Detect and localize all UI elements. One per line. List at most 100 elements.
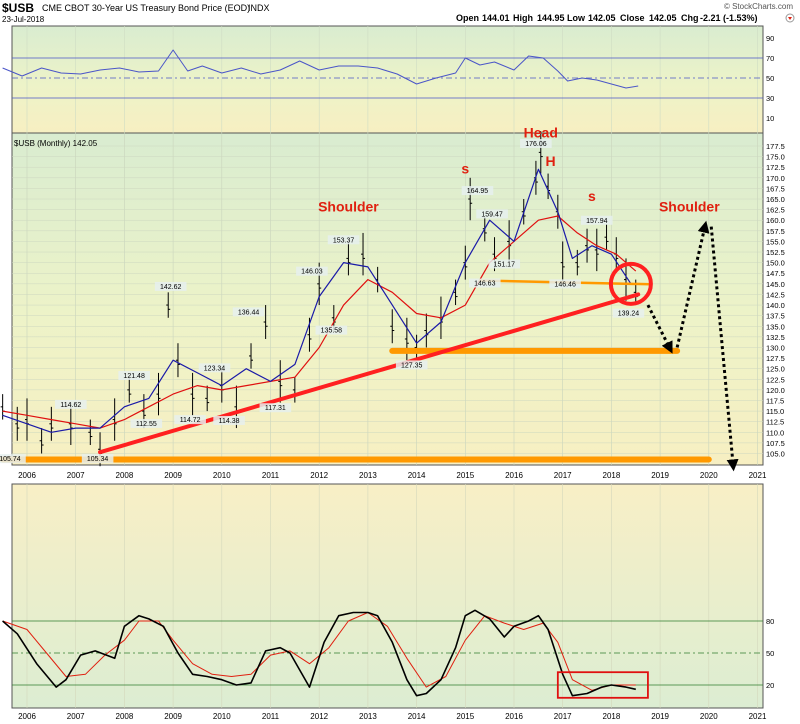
- data-label: 146.46: [554, 281, 576, 288]
- price-y-tick: 142.5: [766, 290, 785, 299]
- x-tick-label: 2021: [749, 471, 767, 480]
- price-y-tick: 172.5: [766, 163, 785, 172]
- data-label: 142.62: [160, 284, 182, 291]
- price-y-tick: 140.0: [766, 301, 785, 310]
- chart-header: $USB CME CBOT 30-Year US Treasury Bond P…: [2, 1, 795, 24]
- data-label: 114.38: [219, 418, 240, 425]
- data-label: 123.34: [204, 365, 226, 372]
- x-tick-label-bottom: 2012: [310, 712, 328, 721]
- data-label-bg: [327, 235, 360, 245]
- x-tick-label-bottom: 2020: [700, 712, 718, 721]
- price-y-tick: 110.0: [766, 428, 784, 437]
- price-y-tick: 125.0: [766, 365, 785, 374]
- price-panel-title: $USB (Monthly) 142.05: [14, 139, 98, 148]
- data-label: 112.55: [136, 421, 157, 428]
- data-label: 139.24: [618, 311, 640, 318]
- price-y-tick: 105.0: [766, 450, 785, 459]
- data-label-bg: [395, 360, 428, 370]
- ma-fast-line: [2, 168, 632, 433]
- x-tick-label: 2020: [700, 471, 718, 480]
- data-label: 117.31: [265, 405, 286, 412]
- data-label-bg: [612, 308, 645, 318]
- annotation-label: Shoulder: [659, 199, 720, 215]
- x-tick-label-bottom: 2017: [554, 712, 572, 721]
- data-label-bg: [55, 399, 87, 409]
- description: CME CBOT 30-Year US Treasury Bond Price …: [42, 3, 250, 13]
- x-tick-label: 2007: [67, 471, 85, 480]
- stochastic-series: [2, 609, 649, 699]
- stoch-k-line: [2, 609, 636, 697]
- highlight-circle: [608, 261, 653, 306]
- annotation-label: s: [461, 161, 469, 177]
- x-tick-label: 2006: [18, 471, 36, 480]
- annotation-label: Head: [524, 125, 558, 141]
- rsi-panel: [11, 25, 764, 134]
- x-tick-label: 2011: [262, 471, 280, 480]
- price-y-tick: 170.0: [766, 174, 785, 183]
- data-label: 114.72: [180, 417, 201, 424]
- price-y-tick: 127.5: [766, 354, 785, 363]
- data-label: 135.58: [321, 328, 343, 335]
- x-tick-label: 2016: [505, 471, 523, 480]
- data-label-bg: [580, 215, 613, 225]
- x-tick-label: 2010: [213, 471, 231, 480]
- close-value: 142.05: [649, 13, 677, 23]
- data-label-bg: [259, 403, 292, 413]
- price-y-tick: 115.0: [766, 407, 784, 416]
- data-label-bg: [549, 279, 581, 289]
- high-label: High: [513, 13, 533, 23]
- symbol: $USB: [2, 1, 34, 15]
- data-label: 105.74: [0, 456, 21, 463]
- price-y-tick: 107.5: [766, 439, 785, 448]
- data-label-bg: [130, 418, 163, 428]
- price-y-tick: 167.5: [766, 184, 785, 193]
- data-label-bg: [154, 281, 187, 291]
- x-tick-label: 2015: [456, 471, 474, 480]
- x-tick-label-bottom: 2008: [116, 712, 134, 721]
- data-label: 127.35: [401, 362, 423, 369]
- data-label: 164.95: [467, 188, 489, 195]
- rsi-series: [2, 49, 639, 89]
- data-label-bg: [232, 307, 265, 317]
- data-label-bg: [488, 259, 521, 269]
- data-label: 146.03: [301, 269, 323, 276]
- price-y-tick: 137.5: [766, 312, 785, 321]
- high-value: 144.95: [537, 13, 565, 23]
- stochastic-panel: [11, 483, 764, 709]
- date-label: 23-Jul-2018: [2, 15, 45, 24]
- rsi-y-tick: 50: [766, 74, 774, 83]
- price-y-tick: 122.5: [766, 375, 785, 384]
- open-label: Open: [456, 13, 479, 23]
- credit: © StockCharts.com: [724, 2, 793, 11]
- price-y-tick: 132.5: [766, 333, 785, 342]
- x-tick-label-bottom: 2014: [408, 712, 426, 721]
- annotation-label: s: [588, 188, 596, 204]
- dropdown-icon[interactable]: [785, 13, 795, 23]
- stoch-y-tick: 50: [766, 649, 774, 658]
- open-value: 144.01: [482, 13, 510, 23]
- data-label-bg: [461, 186, 494, 196]
- price-y-tick: 165.0: [766, 195, 785, 204]
- low-label: Low: [567, 13, 586, 23]
- price-y-tick: 157.5: [766, 227, 785, 236]
- data-label-bg: [315, 325, 348, 335]
- data-label: 151.17: [494, 261, 516, 268]
- x-tick-label-bottom: 2016: [505, 712, 523, 721]
- data-label: 146.63: [474, 281, 496, 288]
- price-y-tick: 117.5: [766, 396, 784, 405]
- data-label: 136.44: [238, 309, 260, 316]
- x-tick-label: 2017: [554, 471, 572, 480]
- close-label: Close: [620, 13, 645, 23]
- price-y-tick: 160.0: [766, 216, 785, 225]
- price-y-tick: 175.0: [766, 153, 785, 162]
- data-label-bg: [468, 278, 501, 288]
- rsi-y-tick: 10: [766, 114, 774, 123]
- rsi-y-tick: 30: [766, 94, 774, 103]
- x-tick-label: 2012: [310, 471, 328, 480]
- stoch-highlight-box: [556, 671, 649, 699]
- price-y-tick: 145.0: [766, 280, 785, 289]
- x-tick-label: 2009: [164, 471, 182, 480]
- data-label-bg: [0, 454, 26, 464]
- data-label-bg: [213, 415, 245, 425]
